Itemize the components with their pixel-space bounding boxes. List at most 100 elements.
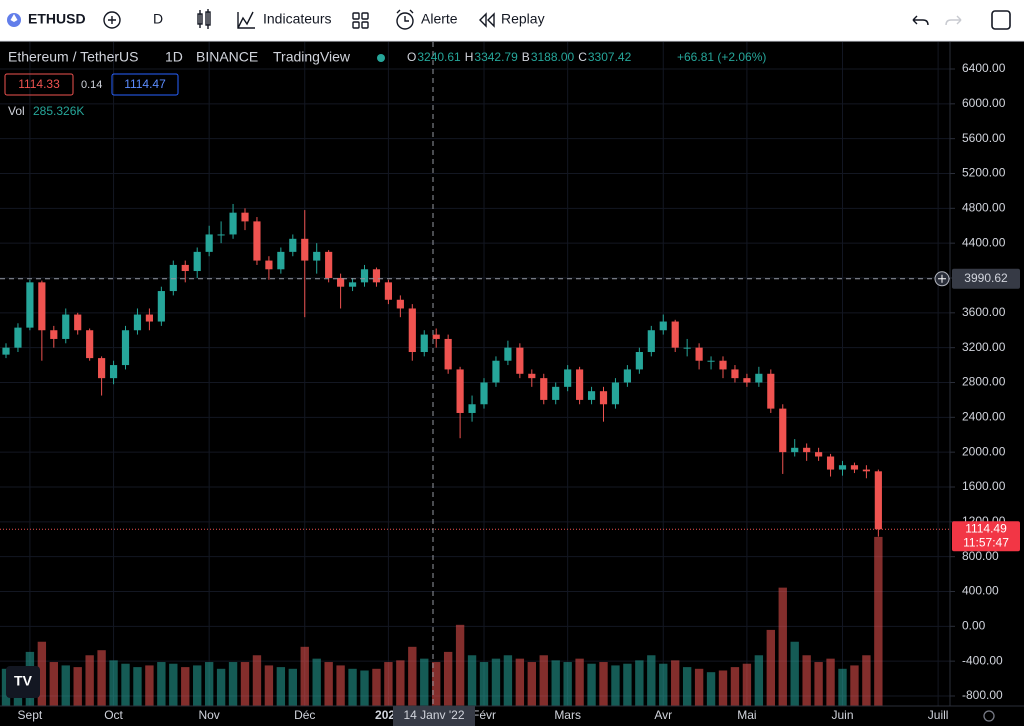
- logo[interactable]: TV: [14, 673, 33, 689]
- candle-body: [516, 347, 524, 374]
- volume-bar: [539, 655, 548, 706]
- y-tick-label: 0.00: [962, 618, 986, 632]
- templates-button[interactable]: [352, 12, 369, 29]
- x-tick-label: Déc: [294, 708, 315, 722]
- volume-bar: [503, 655, 513, 706]
- redo-button[interactable]: [945, 15, 962, 26]
- volume-bar: [264, 665, 274, 706]
- y-tick-label: 2800.00: [962, 375, 1006, 389]
- candle-body: [193, 251, 201, 272]
- crosshair-price-box: [952, 268, 1020, 289]
- volume-bar: [563, 662, 572, 706]
- candle-body: [396, 299, 404, 309]
- candle-body: [599, 391, 608, 405]
- market-status[interactable]: [377, 54, 385, 62]
- compare-button[interactable]: [103, 11, 121, 29]
- candle-body: [552, 386, 560, 400]
- volume-bar: [706, 672, 716, 706]
- candle-body: [480, 382, 488, 405]
- settings-button[interactable]: [983, 710, 995, 722]
- volume-bar: [874, 536, 883, 706]
- x-tick-label: Févr: [472, 708, 496, 722]
- volume-bar: [491, 658, 501, 706]
- alert-button[interactable]: Alerte: [396, 9, 458, 30]
- volume-bar: [432, 662, 441, 706]
- y-tick-label: 5600.00: [962, 131, 1006, 145]
- layout-button[interactable]: [991, 10, 1011, 30]
- alert-label: Alerte: [421, 11, 458, 27]
- ohlc-key: B: [522, 50, 530, 64]
- y-tick-label: 2400.00: [962, 409, 1006, 423]
- candle-body: [109, 365, 118, 379]
- logo-box[interactable]: [6, 666, 40, 698]
- volume-bar: [37, 641, 47, 706]
- volume-bar: [121, 663, 130, 706]
- volume-bar: [730, 667, 740, 706]
- chart-type-button[interactable]: [197, 9, 211, 29]
- interval: 1D: [165, 49, 183, 65]
- legend: Ethereum / TetherUS 1D BINANCE TradingVi…: [4, 49, 766, 118]
- volume-bar: [288, 668, 297, 706]
- candle-body: [50, 330, 58, 339]
- volume-bar: [850, 665, 859, 706]
- volume-bar: [348, 668, 357, 706]
- crosshair-date: 14 Janv '22: [403, 708, 464, 722]
- y-tick-label: 6400.00: [962, 61, 1006, 75]
- volume-bar: [611, 665, 620, 706]
- candle-body: [205, 234, 213, 252]
- volume-bar: [312, 658, 321, 706]
- candle-body: [492, 360, 500, 383]
- volume-bar: [240, 662, 250, 706]
- y-tick-label: 400.00: [962, 584, 999, 598]
- candle-body: [62, 314, 70, 339]
- volume-bar: [718, 670, 728, 706]
- price-axis: [950, 42, 1024, 726]
- candle-body: [743, 378, 751, 383]
- volume-bar: [587, 663, 596, 706]
- volume-bar: [193, 665, 202, 706]
- candle-body: [719, 360, 727, 370]
- symbol-button[interactable]: ETHUSD: [7, 11, 86, 27]
- candle-body: [504, 347, 512, 361]
- candle-body: [38, 282, 46, 331]
- add-alert-plus[interactable]: [938, 274, 946, 283]
- buy-button[interactable]: [111, 73, 179, 96]
- ohlc-key: C: [578, 50, 587, 64]
- candle-body: [755, 373, 763, 383]
- x-tick-label: Oct: [104, 708, 123, 722]
- candle-body: [181, 264, 189, 272]
- ohlc-key: O: [407, 50, 416, 64]
- y-tick-label: 5200.00: [962, 166, 1006, 180]
- candle-body: [707, 360, 715, 362]
- x-tick-label: Mai: [737, 708, 756, 722]
- volume-bar: [778, 587, 787, 706]
- candle-body: [121, 330, 130, 366]
- candle-body: [826, 456, 835, 470]
- volume-bar: [467, 655, 477, 706]
- volume-bar: [838, 668, 847, 706]
- volume-bar: [49, 662, 58, 706]
- undo-button[interactable]: [912, 15, 929, 26]
- candle-body: [14, 327, 22, 348]
- candle-body: [325, 251, 333, 278]
- candle-body: [779, 408, 787, 453]
- candle-body: [671, 321, 679, 348]
- sell-button[interactable]: [4, 73, 74, 96]
- indicators-button[interactable]: Indicateurs: [237, 11, 331, 29]
- bid: 1114.33: [18, 77, 60, 91]
- volume-bar: [659, 663, 668, 706]
- volume-bar: [575, 658, 584, 706]
- volume-bar: [73, 667, 82, 706]
- eth-glyph: [10, 14, 18, 22]
- volume-bar: [599, 662, 608, 706]
- replay-button[interactable]: Replay: [479, 11, 545, 28]
- candle-body: [348, 282, 357, 287]
- interval-button[interactable]: D: [153, 11, 163, 27]
- candle-body: [253, 221, 261, 261]
- candle-body: [2, 347, 10, 355]
- ohlc-value: 3188.00: [531, 50, 575, 64]
- candle-body: [695, 347, 703, 361]
- y-tick-label: -800.00: [962, 688, 1003, 702]
- candle-body: [289, 238, 297, 252]
